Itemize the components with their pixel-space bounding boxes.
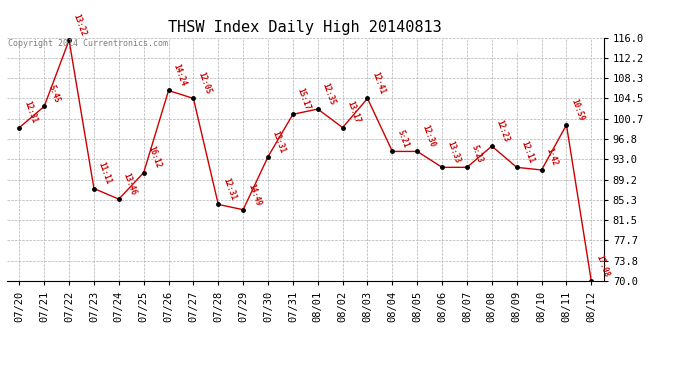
Text: 13:31: 13:31 <box>270 129 287 154</box>
Text: 12:05: 12:05 <box>196 71 213 96</box>
Text: 17:08: 17:08 <box>594 254 611 279</box>
Text: 10:59: 10:59 <box>569 98 586 122</box>
Text: 12:35: 12:35 <box>321 81 337 106</box>
Title: THSW Index Daily High 20140813: THSW Index Daily High 20140813 <box>168 20 442 35</box>
Text: 1:42: 1:42 <box>544 147 559 167</box>
Text: 12:23: 12:23 <box>495 118 511 143</box>
Text: 13:17: 13:17 <box>346 100 362 125</box>
Text: 12:41: 12:41 <box>371 71 386 96</box>
Text: 5:21: 5:21 <box>395 128 410 148</box>
Text: 13:22: 13:22 <box>72 13 88 38</box>
Text: 16:12: 16:12 <box>146 145 163 170</box>
Text: 14:49: 14:49 <box>246 182 262 207</box>
Text: THSW  (°F): THSW (°F) <box>514 45 573 55</box>
Text: 15:17: 15:17 <box>296 87 312 111</box>
Text: 11:11: 11:11 <box>97 161 113 186</box>
Text: 5:45: 5:45 <box>47 83 62 104</box>
Text: 14:24: 14:24 <box>171 63 188 88</box>
Text: 12:11: 12:11 <box>520 140 536 165</box>
Text: 5:23: 5:23 <box>470 144 484 165</box>
Text: 13:33: 13:33 <box>445 140 461 165</box>
Text: 12:31: 12:31 <box>221 177 237 202</box>
Text: 12:30: 12:30 <box>420 124 436 148</box>
Text: 12:31: 12:31 <box>22 100 39 125</box>
Text: Copyright 2014 Currentronics.com: Copyright 2014 Currentronics.com <box>8 39 168 48</box>
Text: 13:46: 13:46 <box>121 171 138 196</box>
